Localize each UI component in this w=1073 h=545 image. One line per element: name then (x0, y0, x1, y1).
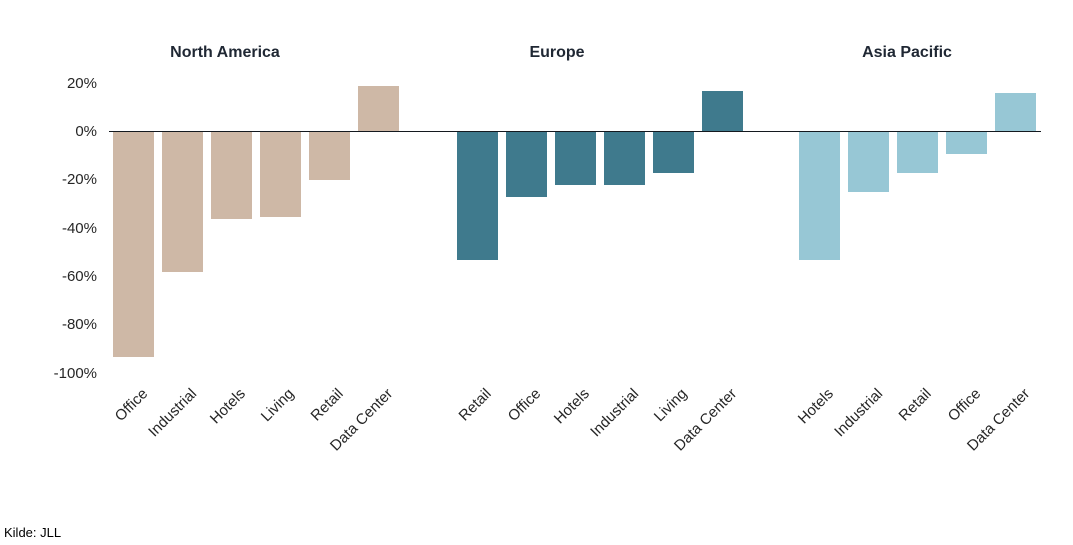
category-label: Office (111, 385, 151, 425)
source-note: Kilde: JLL (4, 525, 62, 540)
category-label: Living (258, 385, 298, 426)
category-label: Hotels (794, 385, 837, 428)
bar-europe-office (506, 132, 547, 198)
bar-asia-pacific-hotels (799, 132, 840, 261)
bar-north-america-industrial (162, 132, 203, 273)
y-tick-label: -100% (53, 364, 97, 382)
bar-europe-living (653, 132, 694, 174)
category-label: Hotels (550, 385, 593, 428)
y-tick-label: -40% (61, 219, 97, 237)
bar-asia-pacific-office (946, 132, 987, 154)
bar-asia-pacific-data-center (995, 93, 1036, 132)
y-tick-label: -80% (61, 316, 97, 334)
bar-north-america-office (113, 132, 154, 357)
bar-north-america-living (260, 132, 301, 217)
y-tick-label: -60% (61, 267, 97, 285)
bar-europe-data-center (702, 90, 743, 132)
bar-north-america-data-center (358, 86, 399, 132)
category-label: Office (504, 385, 544, 425)
y-tick-label: -20% (61, 171, 97, 189)
category-label: Retail (455, 385, 495, 425)
bar-europe-industrial (604, 132, 645, 186)
group-title: Europe (529, 44, 585, 61)
y-tick-label: 20% (66, 74, 97, 92)
bar-europe-retail (457, 132, 498, 261)
group-title: Asia Pacific (862, 44, 952, 61)
bar-asia-pacific-retail (897, 132, 938, 174)
zero-baseline (109, 130, 1041, 133)
category-label: Industrial (586, 385, 642, 441)
category-label: Retail (307, 385, 347, 425)
category-label: Industrial (144, 385, 200, 441)
y-tick-label: 0% (75, 123, 97, 140)
bar-north-america-hotels (211, 132, 252, 219)
category-label: Living (651, 385, 691, 426)
category-label: Retail (895, 385, 935, 425)
group-title: North America (170, 44, 280, 61)
category-label: Industrial (830, 385, 886, 441)
category-label: Office (944, 385, 984, 425)
category-label: Hotels (206, 385, 249, 428)
bar-north-america-retail (309, 132, 350, 181)
bar-asia-pacific-industrial (848, 132, 889, 193)
bar-europe-hotels (555, 132, 596, 186)
